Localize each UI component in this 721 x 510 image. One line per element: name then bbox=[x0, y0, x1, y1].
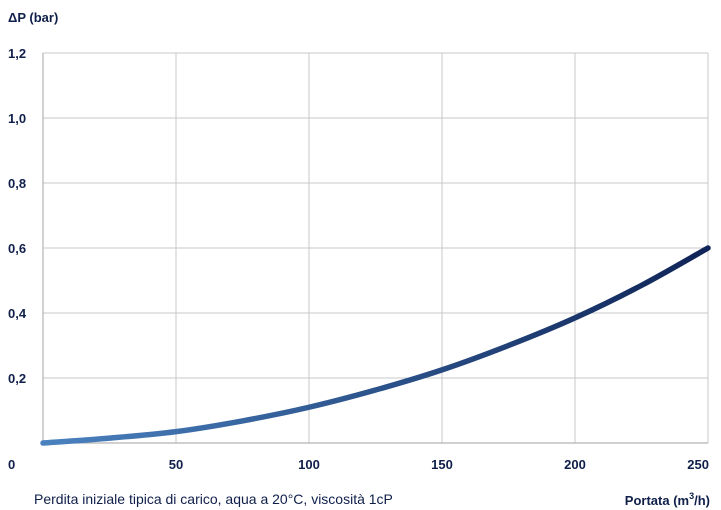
y-tick-label: 1,0 bbox=[8, 111, 26, 126]
y-tick-label: 1,2 bbox=[8, 46, 26, 61]
x-tick-label: 150 bbox=[431, 457, 453, 472]
x-tick-label: 200 bbox=[564, 457, 586, 472]
x-axis-title-superscript: 3 bbox=[689, 491, 694, 501]
x-axis-title-suffix: /h) bbox=[694, 493, 710, 508]
x-tick-label: 100 bbox=[298, 457, 320, 472]
x-tick-label: 50 bbox=[169, 457, 183, 472]
x-axis-title: Portata (m3/h) bbox=[625, 491, 710, 508]
x-tick-label: 250 bbox=[687, 457, 709, 472]
y-tick-label: 0,4 bbox=[8, 306, 27, 321]
y-tick-label: 0,6 bbox=[8, 241, 26, 256]
chart-note: Perdita iniziale tipica di carico, aqua … bbox=[34, 491, 393, 507]
x-tick-label: 0 bbox=[8, 457, 15, 472]
y-axis-title: ΔP (bar) bbox=[8, 10, 58, 25]
axes bbox=[42, 53, 708, 444]
tick-labels: 0 50 100 150 200 250 0,2 0,4 0,6 0,8 1,0 1,2 bbox=[8, 46, 709, 472]
series bbox=[40, 245, 711, 446]
y-tick-label: 0,8 bbox=[8, 176, 26, 191]
x-axis-title-prefix: Portata (m bbox=[625, 493, 689, 508]
grid bbox=[43, 52, 709, 443]
y-tick-label: 0,2 bbox=[8, 371, 26, 386]
series-line-0 bbox=[40, 245, 711, 446]
